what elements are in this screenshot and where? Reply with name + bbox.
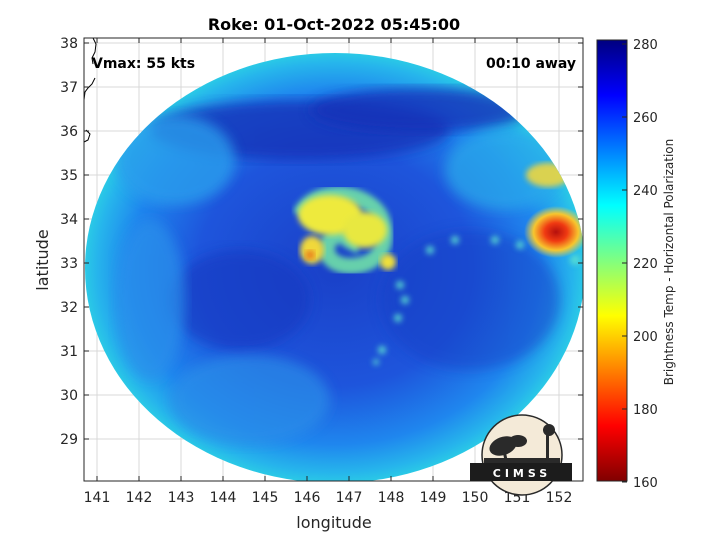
x-tick-label: 149 (420, 490, 447, 506)
y-axis: 38 37 36 35 34 33 32 31 30 29 (60, 36, 583, 448)
colorbar-tick-label: 260 (633, 111, 658, 126)
colorbar-label: Brightness Temp - Horizontal Polarizatio… (662, 139, 676, 386)
brightness-temp-swath (85, 53, 583, 481)
colorbar-ticks: 280 260 240 220 200 180 160 (622, 38, 658, 491)
coastline (83, 37, 97, 143)
x-tick-label: 144 (210, 490, 237, 506)
colorbar-tick-label: 240 (633, 184, 658, 199)
colorbar-tick-label: 220 (633, 257, 658, 272)
vmax-annotation: Vmax: 55 kts (92, 56, 195, 72)
colorbar-tick-label: 280 (633, 38, 658, 53)
x-tick-label: 141 (84, 490, 111, 506)
x-tick-label: 148 (378, 490, 405, 506)
cimss-logo-text: CIMSS (493, 467, 551, 480)
y-tick-label: 29 (60, 432, 78, 448)
axes-box (83, 37, 584, 482)
x-axis-label: longitude (296, 513, 371, 532)
y-tick-label: 37 (60, 80, 78, 96)
x-tick-label: 150 (462, 490, 489, 506)
x-tick-label: 145 (252, 490, 279, 506)
y-tick-label: 30 (60, 388, 78, 404)
y-tick-label: 34 (60, 212, 78, 228)
y-axis-label: latitude (33, 229, 52, 290)
x-tick-label: 147 (336, 490, 363, 506)
y-tick-label: 35 (60, 168, 78, 184)
y-tick-label: 32 (60, 300, 78, 316)
y-tick-label: 36 (60, 124, 78, 140)
colorbar-tick-label: 160 (633, 476, 658, 491)
x-tick-label: 146 (294, 490, 321, 506)
x-tick-label: 142 (126, 490, 153, 506)
chart-title: Roke: 01-Oct-2022 05:45:00 (208, 15, 460, 34)
colorbar-tick-label: 200 (633, 330, 658, 345)
y-tick-label: 38 (60, 36, 78, 52)
cimss-logo: CIMSS (470, 414, 572, 496)
x-tick-label: 152 (546, 490, 573, 506)
x-axis: 141 142 143 144 145 146 147 148 149 150 151 152 (84, 38, 573, 506)
y-tick-label: 33 (60, 256, 78, 272)
y-tick-label: 31 (60, 344, 78, 360)
colorbar-gradient (596, 39, 628, 482)
x-tick-label: 143 (168, 490, 195, 506)
time-away-annotation: 00:10 away (486, 56, 576, 72)
colorbar-tick-label: 180 (633, 403, 658, 418)
colorbar: 280 260 240 220 200 180 160 Brightness Temp - … (596, 38, 676, 491)
